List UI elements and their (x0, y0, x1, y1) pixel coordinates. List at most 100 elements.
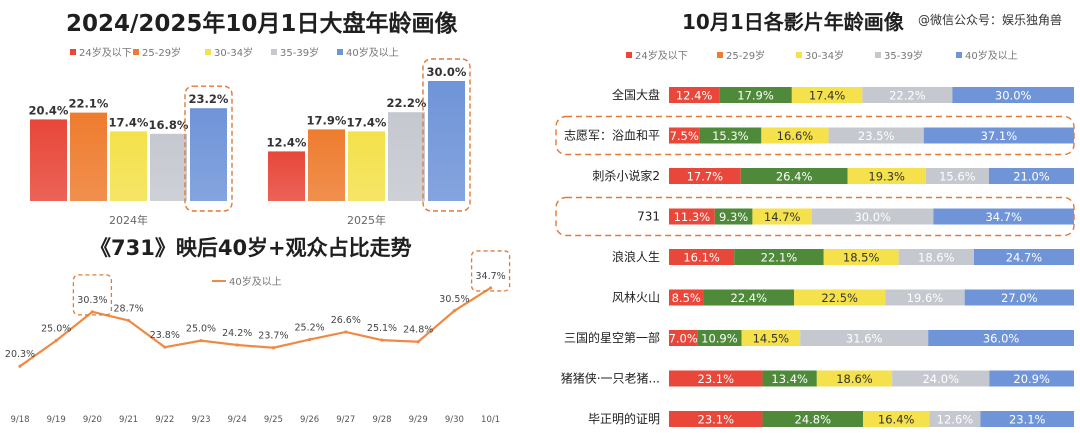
legend-label-line: 40岁及以上 (229, 275, 282, 288)
bar-2024-1 (70, 112, 107, 201)
segment-label-0-3: 22.2% (889, 89, 926, 103)
series-line-40-plus (19, 287, 492, 368)
highlight-box-0 (184, 85, 233, 212)
data-label-2025-0: 12.4% (267, 135, 307, 149)
segment-1-4 (923, 127, 1074, 144)
data-label-2024-1: 22.1% (69, 97, 109, 111)
segment-label-8-2: 16.4% (878, 413, 915, 427)
segment-1-1 (699, 127, 762, 144)
segment-5-4 (964, 289, 1074, 306)
segment-label-3-1: 9.3% (719, 210, 748, 224)
legend-label-0: 24岁及以下 (635, 49, 688, 62)
highlight-point-box-0 (72, 274, 113, 316)
segment-label-1-3: 23.5% (858, 129, 895, 143)
segment-7-0 (669, 370, 763, 387)
segment-1-0 (669, 127, 700, 144)
segment-0-3 (862, 87, 953, 103)
bar-2024-2 (110, 131, 147, 201)
segment-6-0 (669, 330, 698, 346)
segment-label-6-2: 14.5% (753, 332, 790, 346)
segment-label-3-0: 11.3% (674, 210, 711, 224)
line-point-9 (344, 330, 348, 334)
data-label-2024-2: 17.4% (109, 115, 149, 129)
segment-label-1-0: 7.5% (670, 129, 699, 143)
segment-label-4-3: 18.6% (918, 251, 955, 265)
segment-label-4-2: 18.5% (843, 251, 880, 265)
segment-label-2-3: 15.6% (939, 170, 976, 184)
segment-label-5-3: 19.6% (907, 291, 944, 305)
segment-5-1 (703, 289, 795, 306)
segment-2-4 (988, 168, 1074, 184)
legend-swatch-3 (875, 52, 881, 58)
x-tick-10: 9/28 (372, 415, 391, 425)
line-point-12 (452, 309, 456, 313)
segment-label-3-2: 14.7% (764, 210, 801, 224)
segment-label-7-4: 20.9% (1013, 372, 1050, 386)
segment-4-4 (973, 249, 1074, 265)
segment-label-5-1: 22.4% (731, 291, 768, 305)
segment-0-1 (719, 87, 792, 103)
segment-label-4-1: 22.1% (761, 251, 798, 265)
data-label-2025-3: 22.2% (387, 96, 427, 110)
segment-label-8-0: 23.1% (698, 413, 735, 427)
segment-label-4-4: 24.7% (1006, 251, 1043, 265)
segment-7-1 (762, 370, 817, 387)
chart-title-age-profile: 2024/2025年10月1日大盘年龄画像 (66, 11, 458, 37)
segment-5-0 (669, 289, 704, 306)
segment-label-1-1: 15.3% (712, 129, 749, 143)
row-label-2: 刺杀小说家2 (592, 168, 660, 183)
x-tick-12: 9/30 (445, 415, 464, 425)
segment-label-1-2: 16.6% (777, 129, 814, 143)
legend-swatch-4 (956, 52, 962, 58)
data-label-2024-4: 23.2% (189, 92, 229, 106)
segment-6-3 (800, 330, 929, 346)
segment-label-6-1: 10.9% (701, 332, 738, 346)
x-tick-2: 9/20 (83, 415, 102, 425)
chart-title-film-age-profile: 10月1日各影片年龄画像 (682, 10, 904, 34)
point-label-9: 26.6% (331, 315, 361, 326)
bar-2024-4 (190, 108, 227, 201)
legend-swatch-4 (337, 49, 343, 55)
segment-label-3-4: 34.7% (985, 210, 1022, 224)
segment-label-6-4: 36.0% (983, 332, 1020, 346)
segment-label-0-1: 17.9% (737, 89, 774, 103)
segment-5-3 (885, 289, 965, 306)
line-point-10 (380, 338, 384, 342)
bar-2025-2 (348, 131, 385, 201)
segment-label-4-0: 16.1% (683, 251, 720, 265)
segment-label-7-3: 24.0% (922, 372, 959, 386)
row-label-1: 志愿军：浴血和平 (564, 129, 660, 143)
segment-label-2-1: 26.4% (776, 170, 813, 184)
legend-swatch-0 (70, 49, 76, 55)
highlight-point-box-1 (470, 250, 511, 292)
data-label-2024-3: 16.8% (149, 118, 189, 132)
legend-swatch-1 (717, 52, 723, 58)
chart-title-731-trend: 《731》映后40岁+观众占比走势 (90, 236, 412, 260)
data-label-2025-2: 17.4% (347, 115, 387, 129)
x-tick-0: 9/18 (10, 415, 29, 425)
bar-2025-1 (308, 129, 345, 201)
watermark: @微信公众号：娱乐独角兽 (918, 13, 1063, 27)
legend-swatch-1 (133, 49, 139, 55)
segment-2-3 (925, 168, 989, 184)
segment-8-2 (862, 411, 930, 427)
legend-label-0: 24岁及以下 (79, 46, 132, 59)
point-label-1: 25.0% (41, 324, 71, 335)
row-label-0: 全国大盘 (612, 87, 660, 102)
bar-2024-0 (30, 119, 67, 201)
data-label-2025-1: 17.9% (307, 113, 347, 127)
segment-label-7-1: 13.4% (771, 372, 808, 386)
segment-3-0 (669, 208, 715, 225)
segment-3-1 (714, 208, 753, 225)
highlight-row-1 (555, 196, 1075, 237)
x-tick-9: 9/27 (336, 415, 355, 425)
x-tick-5: 9/23 (191, 415, 210, 425)
segment-4-2 (823, 249, 899, 265)
legend-label-3: 35-39岁 (884, 49, 923, 62)
line-point-6 (235, 343, 239, 347)
segment-label-3-3: 30.0% (854, 210, 891, 224)
x-tick-1: 9/19 (47, 415, 66, 425)
segment-label-0-0: 12.4% (676, 89, 713, 103)
segment-label-8-4: 23.1% (1009, 413, 1046, 427)
